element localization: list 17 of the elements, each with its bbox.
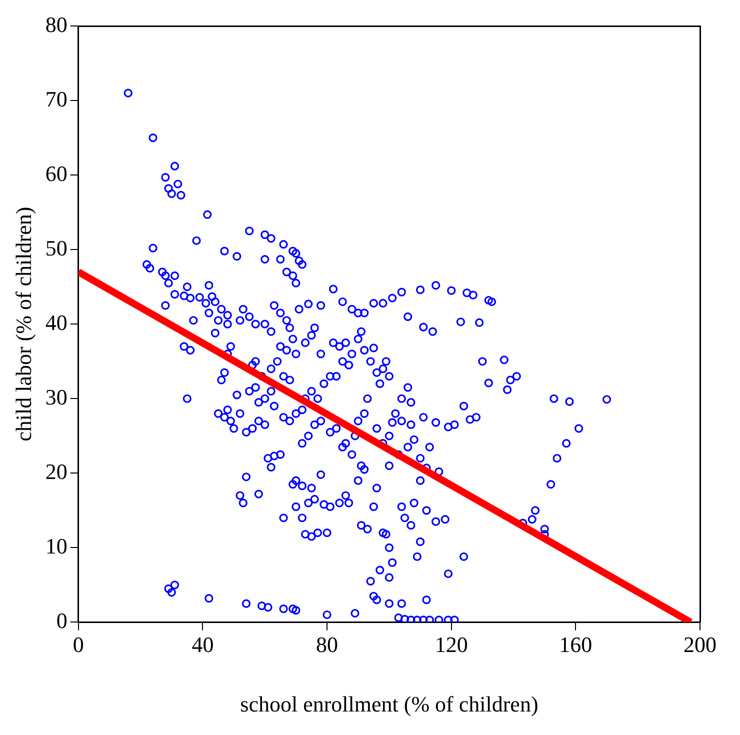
y-tick-label: 30 xyxy=(45,384,68,410)
y-axis-title: child labor (% of children) xyxy=(10,206,36,442)
y-tick-label: 10 xyxy=(45,533,68,558)
y-tick-label: 20 xyxy=(45,458,68,484)
y-tick-label: 80 xyxy=(45,12,68,37)
x-tick-label: 40 xyxy=(192,632,214,658)
y-tick-label: 0 xyxy=(56,608,68,633)
x-tick-label: 120 xyxy=(434,632,468,658)
y-tick-label: 40 xyxy=(45,310,68,335)
y-tick-label: 50 xyxy=(45,235,68,260)
y-tick-label: 60 xyxy=(45,160,68,186)
x-tick-label: 0 xyxy=(72,632,84,658)
x-axis-title: school enrollment (% of children) xyxy=(240,692,538,717)
x-tick-label: 80 xyxy=(316,632,338,658)
x-tick-label: 160 xyxy=(559,632,592,658)
y-tick-label: 70 xyxy=(45,86,68,112)
x-tick-label: 200 xyxy=(684,632,716,658)
